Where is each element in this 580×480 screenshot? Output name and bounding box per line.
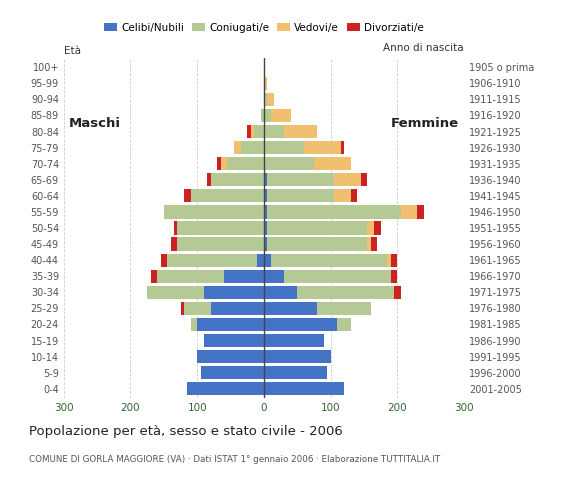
Legend: Celibi/Nubili, Coniugati/e, Vedovi/e, Divorziati/e: Celibi/Nubili, Coniugati/e, Vedovi/e, Di…	[100, 19, 427, 37]
Bar	[177, 238, 264, 251]
Bar	[264, 366, 327, 379]
Bar	[187, 382, 264, 396]
Bar	[174, 221, 177, 235]
Bar	[211, 302, 264, 315]
Bar	[264, 109, 270, 122]
Bar	[417, 205, 424, 218]
Bar	[204, 286, 264, 299]
Bar	[264, 318, 337, 331]
Bar	[257, 253, 264, 267]
Bar	[197, 318, 264, 331]
Bar	[217, 157, 220, 170]
Bar	[264, 382, 344, 396]
Bar	[367, 238, 371, 251]
Text: COMUNE DI GORLA MAGGIORE (VA) · Dati ISTAT 1° gennaio 2006 · Elaborazione TUTTIT: COMUNE DI GORLA MAGGIORE (VA) · Dati IST…	[29, 455, 440, 464]
Bar	[264, 141, 304, 154]
Bar	[334, 189, 350, 203]
Bar	[190, 318, 197, 331]
Bar	[270, 253, 387, 267]
Text: Popolazione per età, sesso e stato civile - 2006: Popolazione per età, sesso e stato civil…	[29, 425, 343, 438]
Bar	[260, 109, 264, 122]
Bar	[177, 221, 264, 235]
Bar	[264, 334, 324, 347]
Bar	[401, 205, 418, 218]
Bar	[334, 173, 361, 186]
Bar	[264, 77, 267, 90]
Bar	[264, 205, 267, 218]
Bar	[201, 366, 264, 379]
Bar	[264, 93, 267, 106]
Bar	[304, 141, 340, 154]
Bar	[297, 286, 394, 299]
Bar	[241, 141, 264, 154]
Bar	[251, 125, 254, 138]
Bar	[227, 157, 264, 170]
Bar	[267, 173, 334, 186]
Bar	[184, 189, 190, 203]
Text: Anno di nascita: Anno di nascita	[383, 43, 464, 53]
Bar	[267, 205, 401, 218]
Text: Femmine: Femmine	[390, 117, 459, 130]
Bar	[264, 302, 317, 315]
Bar	[234, 141, 241, 154]
Bar	[190, 189, 264, 203]
Bar	[284, 125, 317, 138]
Bar	[267, 93, 274, 106]
Bar	[157, 270, 224, 283]
Bar	[264, 125, 284, 138]
Bar	[361, 173, 367, 186]
Bar	[197, 350, 264, 363]
Bar	[374, 221, 380, 235]
Bar	[270, 109, 291, 122]
Bar	[164, 205, 264, 218]
Bar	[171, 238, 177, 251]
Bar	[264, 286, 297, 299]
Bar	[184, 302, 211, 315]
Text: Maschi: Maschi	[69, 117, 121, 130]
Bar	[264, 350, 331, 363]
Bar	[180, 302, 184, 315]
Bar	[204, 334, 264, 347]
Bar	[267, 189, 334, 203]
Bar	[211, 173, 264, 186]
Bar	[167, 253, 257, 267]
Bar	[264, 157, 314, 170]
Bar	[264, 253, 270, 267]
Bar	[371, 238, 378, 251]
Bar	[254, 125, 264, 138]
Bar	[247, 125, 251, 138]
Bar	[220, 157, 227, 170]
Bar	[264, 270, 284, 283]
Bar	[207, 173, 211, 186]
Bar	[267, 221, 367, 235]
Bar	[267, 238, 367, 251]
Bar	[264, 238, 267, 251]
Bar	[264, 173, 267, 186]
Text: Età: Età	[64, 46, 81, 56]
Bar	[367, 221, 374, 235]
Bar	[317, 302, 371, 315]
Bar	[387, 253, 390, 267]
Bar	[147, 286, 204, 299]
Bar	[391, 253, 397, 267]
Bar	[394, 286, 401, 299]
Bar	[350, 189, 357, 203]
Bar	[224, 270, 264, 283]
Bar	[264, 221, 267, 235]
Bar	[337, 318, 350, 331]
Bar	[391, 270, 397, 283]
Bar	[151, 270, 157, 283]
Bar	[264, 189, 267, 203]
Bar	[161, 253, 167, 267]
Bar	[284, 270, 391, 283]
Bar	[340, 141, 344, 154]
Bar	[314, 157, 350, 170]
